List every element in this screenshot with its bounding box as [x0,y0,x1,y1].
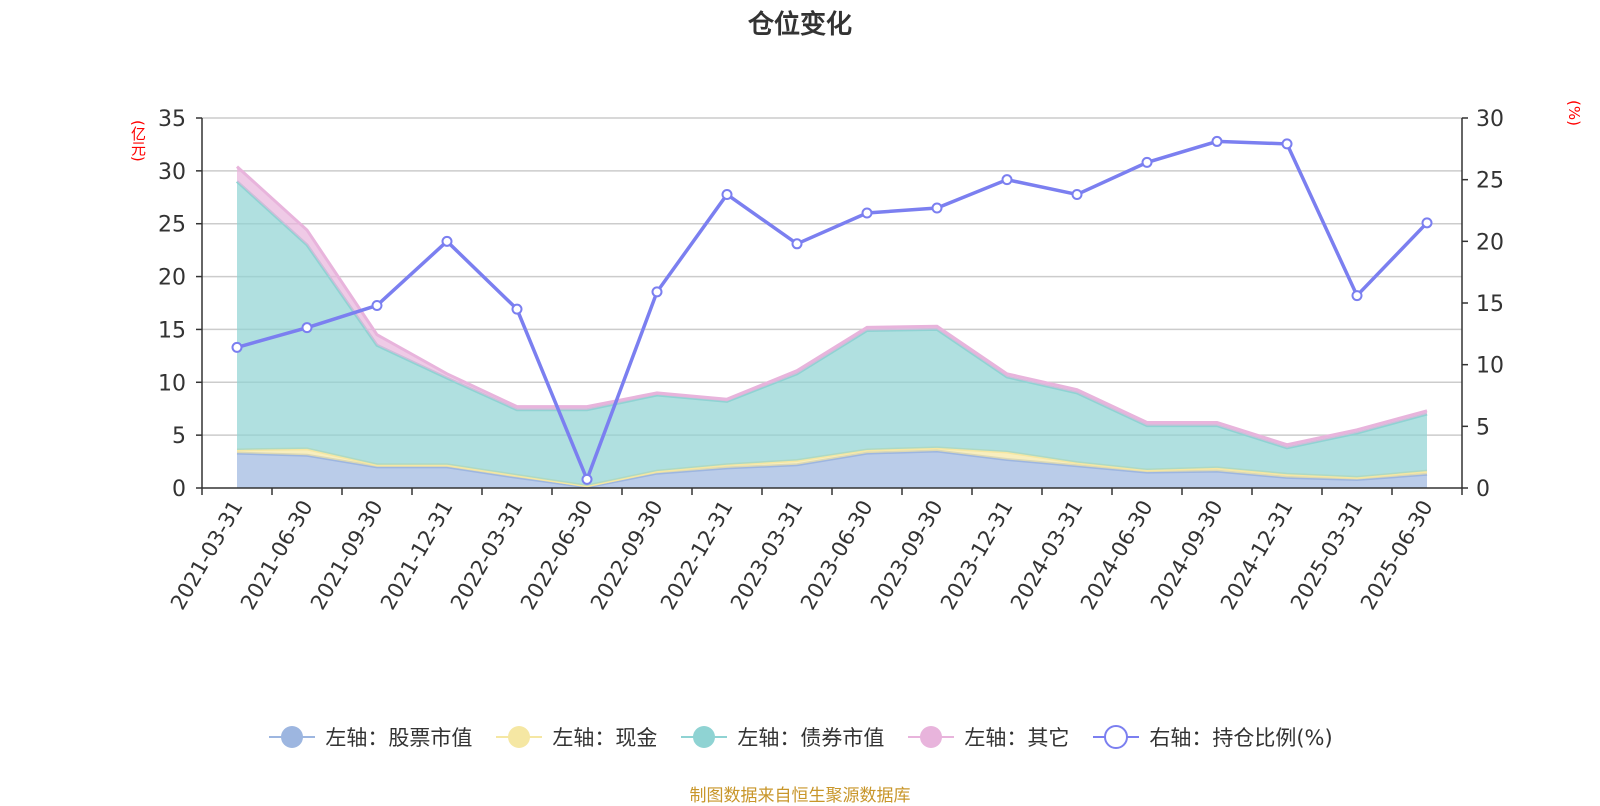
line-point [931,202,943,214]
legend-stock-icon [269,726,316,748]
legend-label-other: 左轴：其它 [964,726,1070,750]
x-tick-label: 2021-03-31 [166,496,248,614]
legend-item-bond[interactable]: 左轴：债券市值 [679,722,884,752]
legend-ratio-icon [1093,725,1140,749]
left-tick-label: 5 [172,424,186,449]
x-tick-label: 2024-06-30 [1076,496,1158,614]
line-point [861,207,873,219]
right-tick-label: 0 [1476,477,1490,502]
line-point [791,238,803,250]
left-axis-label: (亿元) [129,120,147,162]
x-tick-label: 2023-09-30 [866,496,948,614]
line-point [441,235,453,247]
line-point [1351,290,1363,302]
legend-label-ratio: 右轴：持仓比例(%) [1149,726,1333,750]
x-tick-label: 2025-06-30 [1356,496,1438,614]
legend-label-cash: 左轴：现金 [552,726,658,750]
line-point [301,322,313,334]
line-point [721,188,733,200]
line-point [1211,135,1223,147]
line-point [1071,188,1083,200]
right-tick-label: 5 [1476,415,1490,440]
chart-title: 仓位变化 [747,10,852,40]
x-tick-label: 2023-03-31 [726,496,808,614]
legend-item-stock[interactable]: 左轴：股票市值 [267,722,472,752]
left-tick-label: 25 [158,213,186,238]
x-tick-label: 2024-03-31 [1006,496,1088,614]
x-tick-label: 2023-12-31 [936,496,1018,614]
x-tick-label: 2022-12-31 [656,496,738,614]
area-series-0 [237,451,1427,488]
legend-other-icon [908,726,955,748]
legend-bond-icon [681,726,728,748]
right-axis-label: (%) [1565,100,1583,126]
line-point [231,341,243,353]
line-point [1001,174,1013,186]
left-tick-label: 0 [172,477,186,502]
legend-item-ratio[interactable]: 右轴：持仓比例(%) [1091,722,1333,752]
legend-label-bond: 左轴：债券市值 [737,726,885,750]
line-point [651,286,663,298]
x-tick-label: 2025-03-31 [1286,496,1368,614]
x-tick-label: 2021-09-30 [306,496,388,614]
x-tick-label: 2024-09-30 [1146,496,1228,614]
right-tick-label: 20 [1476,230,1504,255]
right-tick-label: 25 [1476,169,1504,194]
line-series-0 [236,139,1429,485]
legend-cash-icon [496,726,543,748]
x-tick-label: 2022-03-31 [446,496,528,614]
x-tick-label: 2021-06-30 [236,496,318,614]
line-point [511,303,523,315]
legend-label-stock: 左轴：股票市值 [325,726,473,750]
line-point [1421,217,1433,229]
legend-item-cash[interactable]: 左轴：现金 [494,722,657,752]
left-tick-label: 35 [158,107,186,132]
line-point [1141,156,1153,168]
x-tick-label: 2023-06-30 [796,496,878,614]
right-tick-label: 10 [1476,354,1504,379]
area-edge-series-3 [235,165,1428,447]
right-tick-label: 30 [1476,107,1504,132]
legend-item-other[interactable]: 左轴：其它 [906,722,1069,752]
line-point [1281,138,1293,150]
left-tick-label: 10 [158,371,186,396]
source-note: 制图数据来自恒生聚源数据库 [689,786,911,806]
right-tick-label: 15 [1476,292,1504,317]
left-tick-label: 15 [158,318,186,343]
line-point [371,299,383,311]
x-tick-label: 2021-12-31 [376,496,458,614]
legend: 左轴：股票市值 左轴：现金 左轴：债券市值 左轴：其它 右轴：持仓比例(%) [0,722,1600,752]
x-tick-label: 2022-06-30 [516,496,598,614]
x-tick-label: 2024-12-31 [1216,496,1298,614]
line-point [581,473,593,485]
left-tick-label: 20 [158,266,186,291]
x-tick-label: 2022-09-30 [586,496,668,614]
left-tick-label: 30 [158,160,186,185]
